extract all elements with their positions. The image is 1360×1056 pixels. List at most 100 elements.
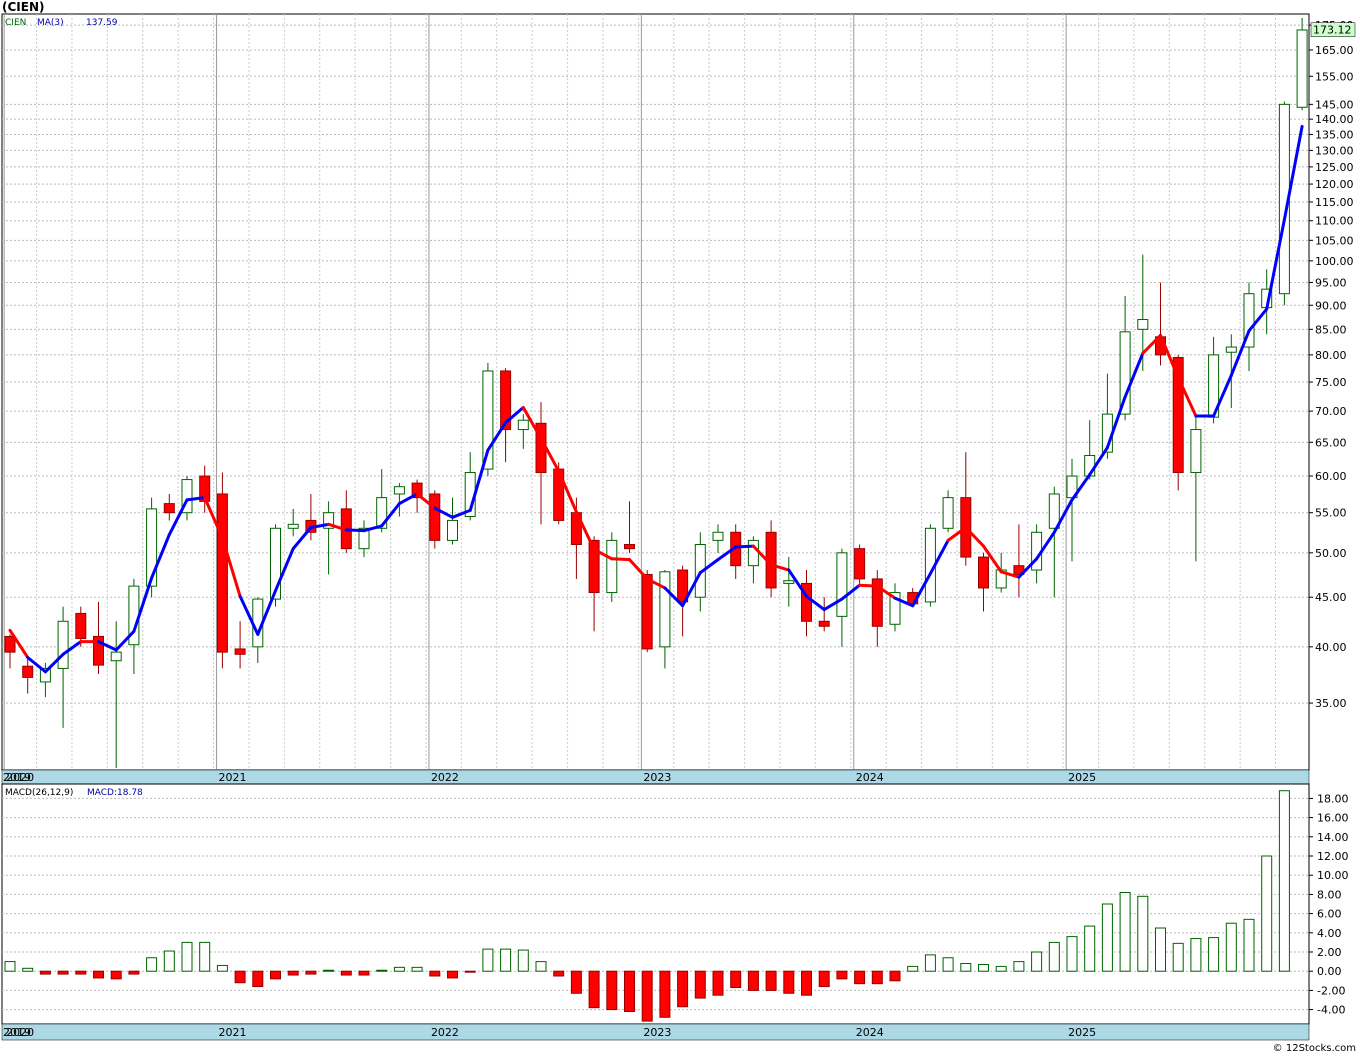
price-tick-label: 90.00	[1315, 299, 1347, 312]
macd-bar	[1243, 918, 1255, 972]
macd-bar	[818, 970, 830, 988]
candle-body	[75, 612, 87, 639]
ma-segment	[1265, 218, 1286, 311]
ma-segment	[840, 583, 862, 601]
macd-bar	[22, 967, 34, 972]
candle-body	[57, 620, 69, 669]
ma-segment	[1159, 333, 1180, 380]
macd-bar	[128, 970, 140, 975]
macd-bar	[783, 970, 795, 994]
ma-segment	[663, 586, 685, 608]
price-tick-label: 50.00	[1315, 547, 1347, 560]
ma-segment	[681, 571, 702, 608]
macd-bar	[234, 970, 246, 984]
ma-segment	[539, 436, 561, 473]
macd-bar	[199, 941, 211, 972]
macd-bar	[1048, 941, 1060, 972]
macd-bar	[765, 970, 777, 991]
macd-bar	[570, 970, 582, 994]
macd-bar	[1066, 936, 1078, 972]
price-x-label: 2019	[3, 771, 31, 784]
candle-body	[287, 523, 299, 529]
ma-segment	[1176, 376, 1198, 418]
credit-text: © 12Stocks.com	[1272, 1043, 1356, 1054]
candle-body	[818, 620, 830, 627]
ma-segment	[698, 558, 720, 575]
price-tick-label: 155.00	[1315, 70, 1354, 83]
price-legend-ma-value: 137.59	[86, 18, 118, 28]
ma-segment	[327, 522, 348, 532]
candle-body	[641, 573, 653, 650]
ma-segment	[291, 525, 313, 551]
price-tick-label: 65.00	[1315, 436, 1347, 449]
candle-body	[216, 493, 228, 653]
candle-body	[22, 665, 34, 678]
ma-segment	[822, 597, 844, 612]
price-tick-label: 120.00	[1315, 178, 1354, 191]
ma-segment	[787, 568, 808, 598]
macd-tick-label: 2.00	[1317, 946, 1342, 959]
ma-segment	[769, 563, 791, 572]
ma-segment	[433, 506, 454, 519]
price-x-label: 2021	[219, 771, 247, 784]
candle-body	[1296, 29, 1308, 108]
ma-segment	[928, 538, 950, 576]
ma-segment	[256, 589, 277, 636]
macd-legend-value: MACD:18.78	[87, 788, 143, 798]
ma-segment	[999, 570, 1021, 579]
candle-body	[783, 580, 795, 584]
ma-segment	[574, 510, 596, 551]
candle-body	[4, 635, 16, 653]
price-tick-label: 105.00	[1315, 234, 1354, 247]
macd-bar	[216, 964, 228, 972]
macd-x-label: 2024	[856, 1026, 884, 1039]
macd-x-label: 2021	[219, 1026, 247, 1039]
macd-bar	[517, 949, 529, 972]
candle-body	[411, 482, 423, 499]
macd-bar	[624, 970, 635, 1013]
ma-segment	[397, 492, 419, 506]
ma-segment	[415, 492, 437, 510]
price-tick-label: 75.00	[1315, 376, 1347, 389]
candle-body	[146, 508, 158, 587]
price-tick-label: 165.00	[1315, 44, 1354, 57]
ma-segment	[468, 448, 490, 512]
ma-segment	[451, 508, 472, 519]
candle-body	[447, 519, 458, 541]
macd-bar	[1119, 891, 1131, 972]
macd-bar	[500, 948, 512, 972]
macd-bar	[411, 966, 423, 972]
macd-bar	[978, 963, 989, 972]
price-tick-label: 95.00	[1315, 276, 1347, 289]
candle-body	[163, 503, 175, 514]
ma-segment	[380, 502, 401, 528]
macd-tick-label: 14.00	[1317, 831, 1349, 844]
macd-bar	[340, 970, 352, 976]
macd-bar	[1261, 855, 1273, 972]
price-tick-label: 110.00	[1315, 215, 1354, 228]
price-tick-label: 145.00	[1315, 98, 1354, 111]
candle-body	[659, 571, 671, 648]
candle-body	[39, 667, 51, 683]
candle-body	[889, 592, 901, 625]
ma-segment	[1123, 351, 1145, 399]
ma-segment	[592, 547, 614, 561]
macd-tick-label: 0.00	[1317, 965, 1342, 978]
macd-bar	[447, 970, 458, 979]
ma-segment	[1070, 473, 1092, 502]
macd-tick-label: 18.00	[1317, 792, 1349, 805]
macd-bar	[641, 970, 653, 1022]
candle-body	[712, 531, 724, 541]
price-x-label: 2025	[1068, 771, 1096, 784]
ma-segment	[344, 528, 366, 533]
ma-segment	[309, 522, 331, 529]
ma-segment	[964, 525, 985, 548]
candle-body	[942, 497, 954, 529]
ma-segment	[645, 577, 667, 590]
last-price-box	[1310, 22, 1356, 37]
candle-body	[1119, 331, 1131, 415]
ma-segment	[610, 557, 631, 562]
ma-segment	[893, 596, 915, 608]
candle-body	[358, 527, 370, 550]
